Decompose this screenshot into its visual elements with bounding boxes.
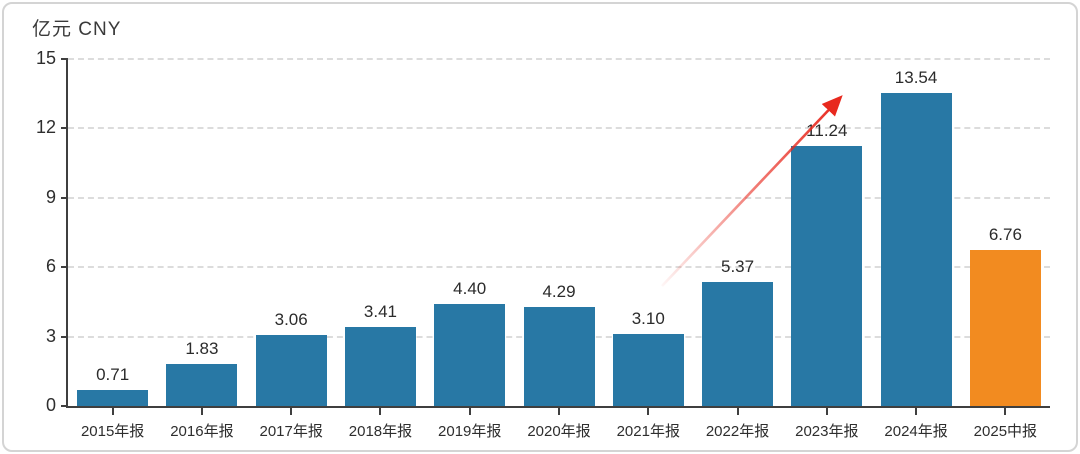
bar-value-label: 4.29 (542, 281, 576, 301)
x-axis-label: 2022年报 (705, 423, 770, 440)
bar-value-label: 4.40 (453, 279, 487, 299)
y-axis-tick-label: 15 (35, 48, 56, 68)
x-axis-label: 2020年报 (527, 423, 591, 440)
bar (702, 281, 774, 406)
x-axis-label: 2023年报 (795, 423, 859, 440)
bar (166, 363, 238, 406)
x-axis-tick (111, 408, 114, 415)
y-axis-tick-label: 0 (45, 395, 56, 415)
gridline (68, 266, 1050, 269)
bar (77, 389, 149, 406)
x-axis-tick (647, 408, 650, 415)
x-axis-label: 2021年报 (616, 423, 680, 440)
y-axis-tick (61, 58, 68, 60)
bar (434, 304, 506, 406)
x-axis-line (66, 406, 1050, 408)
x-axis-label: 2017年报 (259, 423, 323, 440)
bar (344, 327, 416, 406)
x-axis-tick (200, 408, 203, 415)
x-axis-label: 2018年报 (348, 423, 413, 440)
x-axis-label: 2024年报 (884, 423, 948, 440)
y-axis-tick-label: 6 (45, 256, 56, 277)
axis-unit-label: 亿元 CNY (32, 19, 122, 40)
bar-value-label: 1.83 (185, 338, 219, 358)
y-axis-tick (61, 196, 68, 199)
bar (969, 249, 1041, 406)
x-axis-tick (290, 408, 293, 415)
bar-value-label: 11.24 (806, 120, 848, 140)
x-axis-tick (736, 408, 739, 415)
y-axis-line (66, 59, 68, 408)
bar-value-label: 13.54 (894, 67, 938, 87)
x-axis-tick (1004, 408, 1007, 415)
x-axis-label: 2019年报 (438, 423, 502, 440)
gridline (68, 58, 1050, 60)
y-axis-tick-label: 9 (45, 186, 56, 207)
bar-value-label: 6.76 (988, 224, 1022, 244)
x-axis-tick (379, 408, 382, 415)
bar-value-label: 3.06 (274, 310, 308, 330)
x-axis-label: 2016年报 (170, 423, 234, 440)
gridline (68, 196, 1050, 199)
bar (791, 145, 863, 406)
x-axis-tick (915, 408, 918, 415)
x-axis-label: 2025中报 (973, 423, 1038, 440)
bar (523, 306, 595, 406)
bar-value-label: 3.10 (631, 309, 665, 329)
x-axis-tick (468, 408, 471, 415)
x-axis-tick (558, 408, 560, 415)
bar (612, 334, 684, 406)
gridline (68, 127, 1050, 130)
bar-value-label: 3.41 (363, 302, 397, 322)
x-axis-label: 2015年报 (80, 423, 145, 440)
bar (880, 92, 952, 406)
y-axis-tick (61, 405, 68, 407)
y-axis-tick (61, 127, 68, 130)
y-axis-tick-label: 3 (45, 325, 56, 346)
y-axis-tick (61, 266, 68, 269)
trend-arrow (661, 95, 843, 287)
bar-value-label: 5.37 (720, 256, 755, 276)
y-axis-tick (61, 335, 68, 338)
bar (255, 335, 327, 406)
y-axis-tick-label: 12 (35, 117, 56, 138)
bar-value-label: 0.71 (96, 364, 130, 384)
x-axis-tick (825, 408, 828, 415)
